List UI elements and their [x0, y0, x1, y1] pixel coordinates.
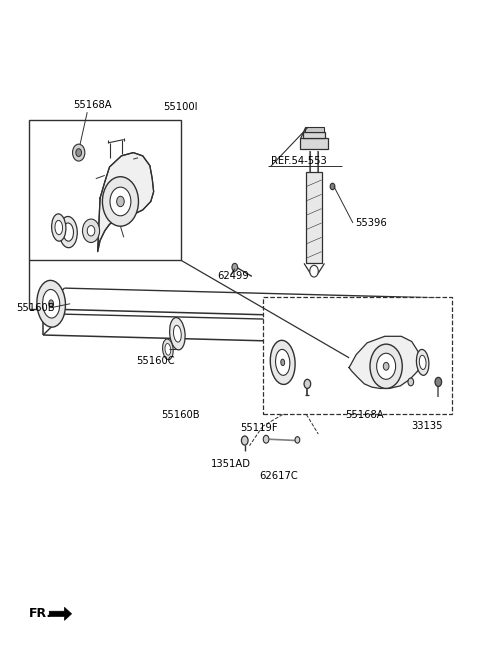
- Circle shape: [384, 363, 389, 370]
- Ellipse shape: [165, 344, 171, 355]
- Circle shape: [110, 187, 131, 215]
- Circle shape: [370, 344, 402, 388]
- Text: 62499: 62499: [218, 271, 250, 281]
- Bar: [29, 120, 180, 260]
- Text: 55168A: 55168A: [73, 100, 112, 110]
- Bar: [263, 297, 452, 415]
- Text: 55168A: 55168A: [345, 410, 384, 420]
- Polygon shape: [97, 152, 154, 252]
- Circle shape: [435, 377, 442, 386]
- Text: FR.: FR.: [29, 607, 52, 620]
- Ellipse shape: [417, 350, 429, 375]
- Ellipse shape: [420, 355, 426, 369]
- Circle shape: [310, 265, 318, 277]
- Bar: [306, 172, 322, 263]
- Ellipse shape: [63, 223, 73, 241]
- Circle shape: [117, 196, 124, 207]
- Ellipse shape: [281, 359, 285, 366]
- Circle shape: [304, 379, 311, 388]
- Text: REF.54-553: REF.54-553: [271, 156, 326, 166]
- Ellipse shape: [52, 214, 66, 241]
- Ellipse shape: [163, 339, 173, 359]
- Text: 55100I: 55100I: [164, 102, 198, 112]
- Polygon shape: [349, 336, 420, 388]
- Circle shape: [377, 353, 396, 379]
- Circle shape: [76, 148, 82, 156]
- Text: 55160B: 55160B: [16, 303, 55, 313]
- Ellipse shape: [37, 281, 65, 327]
- Circle shape: [72, 144, 85, 161]
- Circle shape: [408, 378, 414, 386]
- Circle shape: [330, 183, 335, 190]
- Circle shape: [232, 263, 238, 271]
- Polygon shape: [49, 607, 72, 620]
- Circle shape: [102, 177, 138, 226]
- Ellipse shape: [55, 220, 62, 235]
- Text: 55160C: 55160C: [137, 356, 175, 366]
- Ellipse shape: [59, 216, 77, 248]
- Ellipse shape: [276, 350, 290, 375]
- Ellipse shape: [49, 300, 54, 307]
- Ellipse shape: [169, 317, 185, 350]
- Text: 33135: 33135: [412, 421, 443, 431]
- Ellipse shape: [173, 325, 181, 342]
- Bar: [302, 132, 325, 138]
- Circle shape: [87, 225, 95, 236]
- Ellipse shape: [43, 290, 60, 318]
- Circle shape: [241, 436, 248, 445]
- Text: 55396: 55396: [355, 218, 386, 228]
- Circle shape: [295, 437, 300, 443]
- Text: 55119F: 55119F: [240, 423, 278, 433]
- Ellipse shape: [270, 340, 295, 384]
- Text: 1351AD: 1351AD: [211, 459, 251, 469]
- Circle shape: [83, 219, 99, 242]
- Bar: [300, 138, 328, 148]
- Circle shape: [263, 436, 269, 443]
- Bar: [304, 127, 324, 132]
- Text: 62617C: 62617C: [260, 470, 298, 480]
- Text: 55160B: 55160B: [161, 410, 200, 420]
